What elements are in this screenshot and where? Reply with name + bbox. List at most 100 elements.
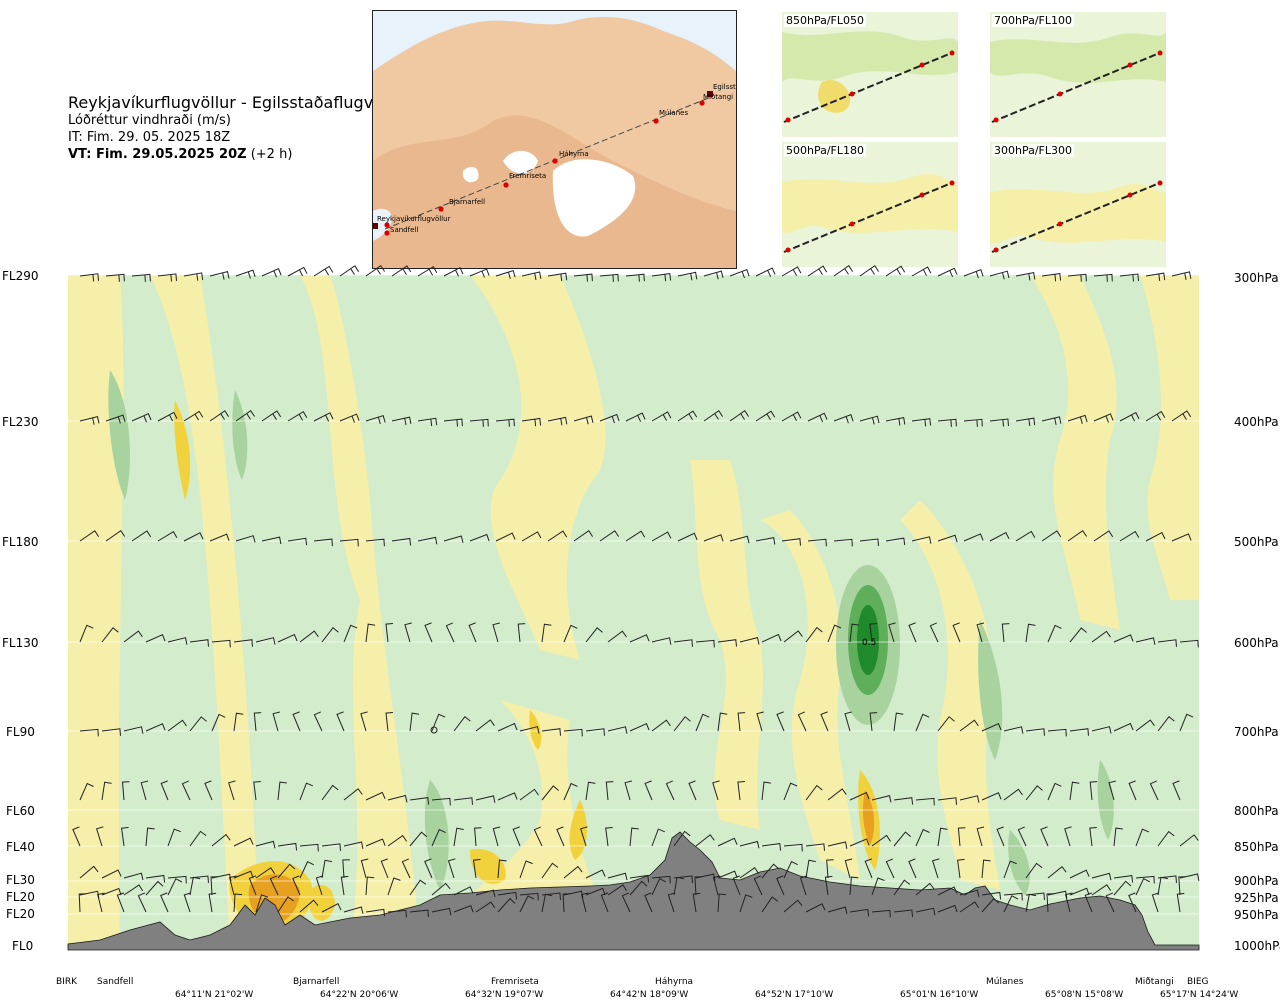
thumbnail-500-label: 500hPa/FL180 bbox=[784, 144, 867, 157]
thumbnail-300[interactable]: 300hPa/FL300 bbox=[990, 142, 1166, 267]
map-label-midtangi: Miðtangi bbox=[703, 93, 733, 101]
wind-barb bbox=[431, 882, 451, 896]
thumbnail-500[interactable]: 500hPa/FL180 bbox=[782, 142, 958, 267]
wind-barb bbox=[497, 891, 518, 900]
wind-barb bbox=[343, 624, 358, 643]
wind-barb bbox=[915, 797, 935, 806]
wind-barb bbox=[255, 867, 276, 879]
route-map-graphic: Reykjavíkurflugvöllur Sandfell Bjarnarfe… bbox=[373, 16, 736, 268]
wind-barb bbox=[703, 270, 724, 280]
wind-barb bbox=[761, 896, 779, 913]
wind-barb bbox=[492, 622, 500, 643]
thumbnail-700[interactable]: 700hPa/FL100 bbox=[990, 12, 1166, 137]
wind-barb bbox=[563, 624, 578, 643]
wind-barb bbox=[981, 792, 1002, 801]
wind-barb bbox=[963, 418, 983, 427]
wind-barb bbox=[1025, 893, 1037, 913]
wind-barb bbox=[937, 827, 948, 847]
wind-barb bbox=[562, 893, 571, 913]
wind-barb bbox=[145, 723, 166, 732]
wind-barb bbox=[140, 780, 149, 801]
wind-barb bbox=[72, 826, 81, 847]
map-label-sandfell: Sandfell bbox=[390, 226, 418, 234]
wind-barb bbox=[123, 630, 143, 643]
wind-barb bbox=[541, 728, 561, 736]
wind-barb bbox=[805, 784, 823, 801]
wind-barb bbox=[607, 630, 627, 643]
wind-barb bbox=[629, 874, 650, 883]
wind-barb bbox=[1003, 892, 1023, 901]
wind-barb bbox=[475, 719, 495, 732]
wind-barb bbox=[807, 265, 828, 277]
wind-barb bbox=[651, 875, 671, 884]
thumbnail-850-graphic bbox=[782, 31, 958, 123]
wind-barb bbox=[1025, 862, 1043, 879]
wind-barb bbox=[717, 712, 728, 732]
wind-barb bbox=[1047, 728, 1067, 737]
wind-barb bbox=[976, 826, 985, 847]
wind-barb bbox=[585, 781, 596, 801]
hpa-label: 850hPa bbox=[1234, 840, 1279, 854]
wind-barb bbox=[1128, 892, 1137, 913]
wind-barb bbox=[409, 831, 428, 847]
wind-barb bbox=[712, 780, 720, 801]
wind-barb bbox=[292, 711, 301, 732]
wind-barb bbox=[625, 530, 646, 542]
wind-barb bbox=[981, 723, 1002, 732]
wind-barb bbox=[253, 712, 262, 732]
wind-barb bbox=[673, 639, 693, 647]
wind-barb bbox=[292, 875, 301, 896]
wind-barb bbox=[365, 414, 386, 425]
wind-barb bbox=[189, 875, 209, 883]
wind-barb bbox=[989, 270, 1010, 280]
wind-barb bbox=[885, 265, 906, 277]
wind-barb bbox=[160, 892, 169, 913]
wind-barb bbox=[695, 834, 715, 847]
station-label: Miðtangi bbox=[1135, 977, 1174, 987]
wind-barb bbox=[826, 859, 834, 879]
wind-barb bbox=[776, 875, 785, 896]
wind-barb bbox=[869, 623, 877, 643]
coord-label: 65°01'N 16°10'W bbox=[900, 990, 978, 1000]
wind-barb bbox=[677, 532, 698, 542]
thumbnail-850[interactable]: 850hPa/FL050 bbox=[782, 12, 958, 137]
wind-barb bbox=[453, 886, 474, 896]
wind-barb bbox=[827, 906, 848, 915]
wind-barb bbox=[1001, 623, 1010, 643]
cross-section-field bbox=[68, 275, 1199, 950]
wind-barb bbox=[183, 532, 204, 542]
wind-barb bbox=[1157, 639, 1177, 647]
wind-barb bbox=[1151, 892, 1160, 913]
wind-barb bbox=[255, 894, 269, 913]
wind-barb bbox=[1046, 893, 1055, 913]
wind-barb bbox=[1119, 530, 1140, 542]
wind-barb bbox=[387, 794, 408, 803]
wind-barb bbox=[181, 780, 191, 801]
wind-barb bbox=[547, 530, 568, 542]
fl-label: FL90 bbox=[6, 725, 35, 739]
wind-barb bbox=[755, 537, 776, 545]
wind-barb bbox=[101, 781, 112, 801]
wind-barb bbox=[673, 716, 691, 732]
wind-barb bbox=[417, 417, 438, 427]
wind-barb bbox=[573, 529, 594, 542]
wind-barb bbox=[781, 538, 801, 546]
wind-barb bbox=[952, 622, 961, 643]
wind-barb bbox=[339, 265, 360, 277]
wind-barb bbox=[1069, 781, 1080, 801]
wind-barb bbox=[468, 622, 477, 643]
fl-label: FL230 bbox=[2, 415, 39, 429]
wind-barb bbox=[937, 267, 958, 278]
wind-barb bbox=[963, 533, 984, 542]
station-label: Háhyrna bbox=[655, 977, 693, 987]
wind-barb bbox=[827, 788, 847, 801]
wind-barb bbox=[495, 269, 516, 279]
wind-barb bbox=[391, 537, 412, 546]
wind-barb bbox=[1176, 892, 1185, 913]
wind-barb bbox=[556, 826, 565, 847]
map-label-mulanes: Múlanes bbox=[659, 109, 688, 117]
wind-barb bbox=[391, 265, 412, 277]
wind-barb bbox=[233, 893, 243, 913]
hpa-label: 900hPa bbox=[1234, 874, 1279, 888]
